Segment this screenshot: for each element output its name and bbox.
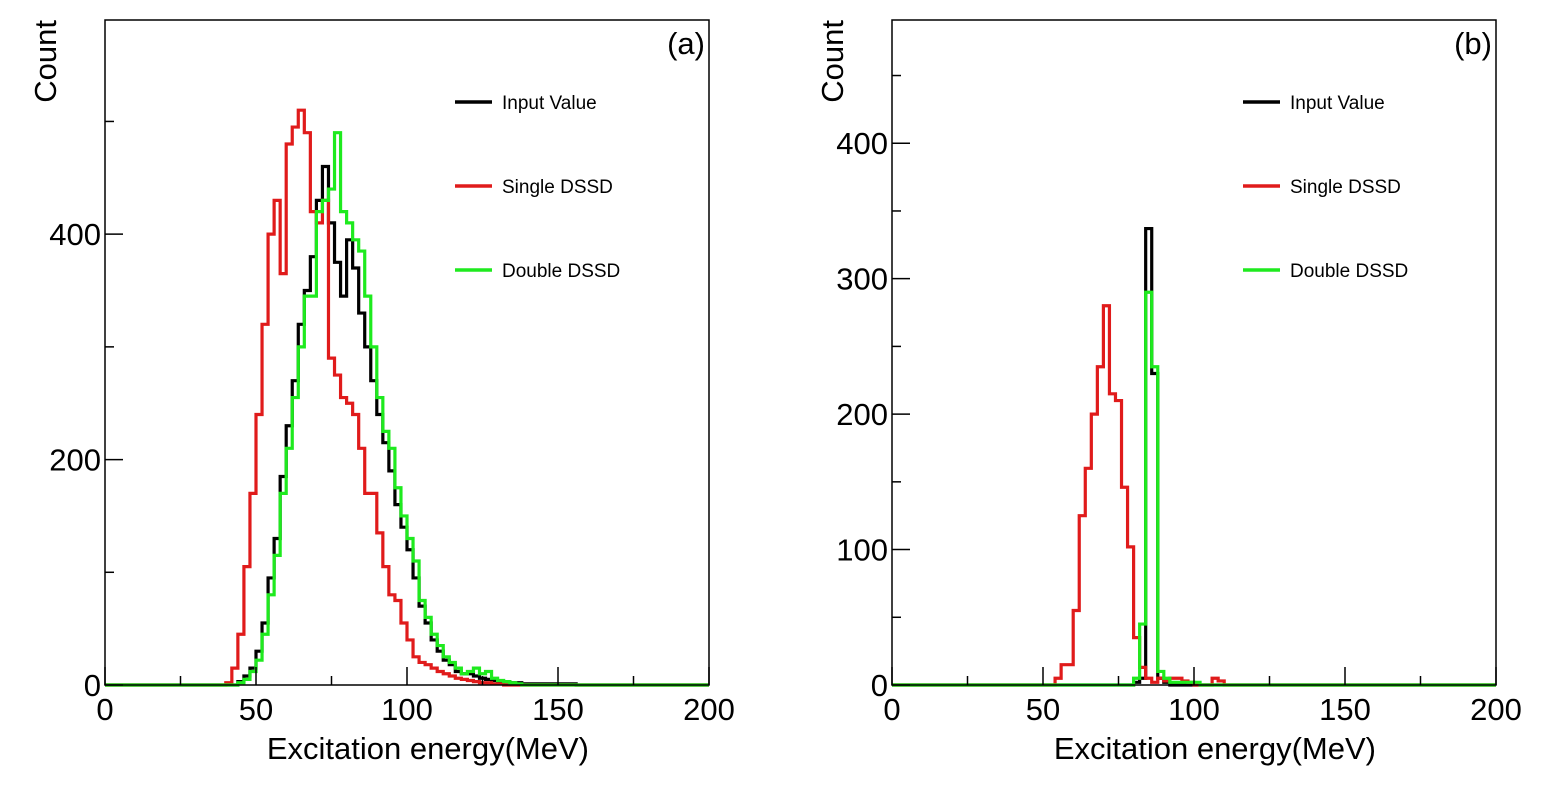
y-axis-label: Count: [28, 20, 63, 103]
x-tick-label: 150: [1319, 692, 1371, 727]
x-tick-label: 0: [883, 692, 900, 727]
x-tick-label: 100: [1168, 692, 1220, 727]
x-tick-label: 50: [239, 692, 273, 727]
panel-b: 0 50 100 150 200 0 100 200 300 400 Excitation ener…: [815, 19, 1522, 766]
x-tick-label: 100: [381, 692, 433, 727]
legend: Input Value Single DSSD Double DSSD: [1243, 93, 1408, 282]
y-tick-label: 200: [49, 443, 101, 478]
series-single-dssd: [105, 108, 709, 687]
y-axis-label: Count: [815, 20, 850, 103]
panel-a: 0 50 100 150 200 0 200 400 Excitation energy(MeV…: [28, 19, 735, 766]
x-axis-label: Excitation energy(MeV): [1054, 731, 1376, 766]
y-tick-label: 100: [836, 533, 888, 568]
legend-label: Single DSSD: [1290, 177, 1401, 198]
series-double-dssd: [892, 290, 1496, 687]
legend-label: Double DSSD: [502, 261, 620, 282]
y-tick-label: 200: [836, 397, 888, 432]
x-axis-label: Excitation energy(MeV): [267, 731, 589, 766]
panel-label: (a): [667, 26, 705, 61]
x-tick-label: 200: [683, 692, 735, 727]
series-double-dssd: [105, 131, 709, 687]
legend-label: Input Value: [502, 93, 597, 114]
y-tick-label: 0: [871, 668, 888, 703]
panel-label: (b): [1454, 26, 1492, 61]
x-tick-label: 0: [96, 692, 113, 727]
series-input-value: [892, 226, 1496, 687]
series-single-dssd: [892, 304, 1496, 687]
y-tick-label: 400: [49, 217, 101, 252]
legend: Input Value Single DSSD Double DSSD: [455, 93, 620, 282]
plot-frame: [104, 19, 710, 686]
plot-frame: [891, 19, 1497, 686]
legend-label: Single DSSD: [502, 177, 613, 198]
y-tick-label: 400: [836, 126, 888, 161]
y-tick-label: 0: [84, 668, 101, 703]
x-tick-label: 150: [532, 692, 584, 727]
x-tick-label: 50: [1026, 692, 1060, 727]
legend-label: Double DSSD: [1290, 261, 1408, 282]
legend-label: Input Value: [1290, 93, 1385, 114]
y-tick-label: 300: [836, 262, 888, 297]
series-input-value: [105, 164, 709, 687]
x-tick-label: 200: [1470, 692, 1522, 727]
